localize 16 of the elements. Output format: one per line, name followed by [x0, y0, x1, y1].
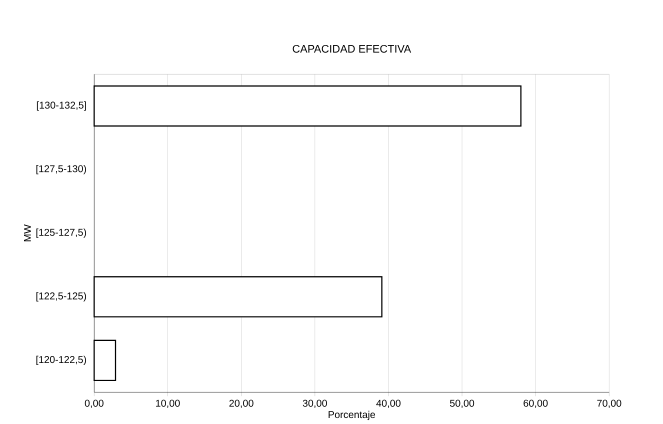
x-tick-label: 20,00: [229, 400, 254, 408]
x-tick-label: 70,00: [597, 400, 622, 408]
y-axis-title: MW: [24, 224, 31, 242]
y-tick-label: [125-127,5): [36, 228, 86, 238]
chart-title: CAPACIDAD EFECTIVA: [292, 44, 412, 53]
x-axis-title: Porcentaje: [328, 410, 376, 420]
x-tick-label: 60,00: [524, 400, 548, 408]
y-tick-label: [120-122,5): [36, 356, 86, 366]
y-tick-label: [130-132,5]: [36, 101, 86, 111]
y-tick-label: [127,5-130): [36, 164, 86, 174]
x-tick-label: 40,00: [376, 400, 401, 408]
x-tick-label: 50,00: [450, 400, 474, 408]
x-tick-label: 0,00: [84, 400, 104, 408]
y-tick-label: [122,5-125): [36, 292, 86, 302]
x-tick-label: 30,00: [302, 400, 327, 408]
x-tick-label: 10,00: [156, 400, 180, 408]
